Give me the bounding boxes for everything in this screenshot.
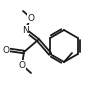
Text: N: N: [22, 25, 28, 34]
Text: O: O: [3, 46, 9, 55]
Text: O: O: [19, 60, 25, 69]
Text: O: O: [28, 14, 35, 22]
